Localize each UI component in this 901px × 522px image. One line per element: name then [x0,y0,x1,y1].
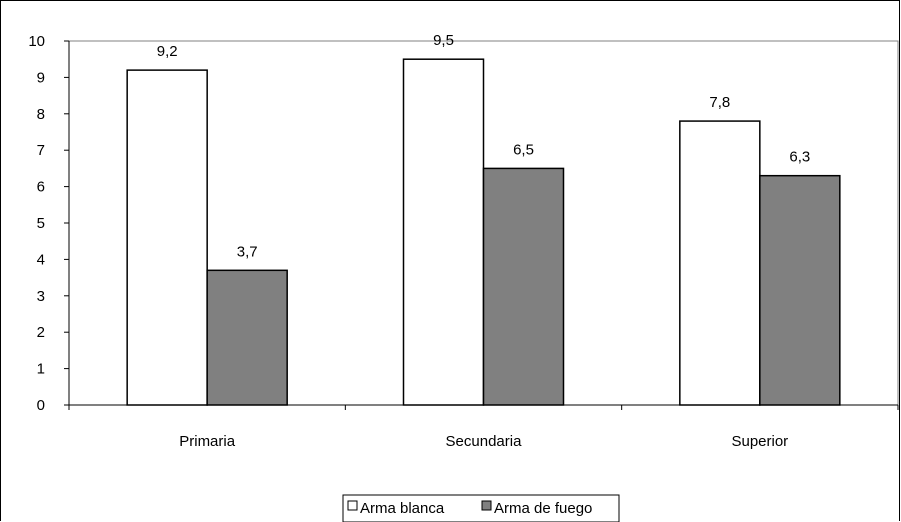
legend: Arma blanca Arma de fuego [342,494,620,522]
legend-swatch [481,500,492,511]
data-label: 9,5 [433,32,454,49]
bar-arma-blanca [402,58,485,406]
legend-label: Arma blanca [360,500,445,517]
bar-arma-de-fuego [482,167,565,406]
data-label: 6,5 [513,141,534,158]
data-label: 3,7 [237,243,258,260]
data-labels: 9,2 3,7 9,5 6,5 7,8 6,3 [157,32,811,260]
data-label: 6,3 [789,149,810,166]
y-tick-label: 0 [37,397,45,414]
y-tick-label: 3 [37,288,45,305]
y-tick-label: 2 [37,324,45,341]
y-tick-label: 7 [37,142,45,159]
data-label: 9,2 [157,43,178,60]
y-tick-label: 8 [37,106,45,123]
y-tick-label: 1 [37,361,45,378]
category-label: Superior [731,433,788,450]
y-tick-label: 10 [28,33,45,50]
y-tick-label: 4 [37,251,45,268]
bars [126,58,841,406]
y-axis: 0 1 2 3 4 5 6 7 8 9 10 [28,33,70,414]
data-label: 7,8 [709,94,730,111]
bar-arma-de-fuego [759,174,841,406]
bar-arma-de-fuego [206,269,288,406]
y-tick-label: 9 [37,69,45,86]
x-axis: Primaria Secundaria Superior [68,404,899,450]
legend-label: Arma de fuego [494,500,592,517]
bar-arma-blanca [679,120,761,406]
legend-box [342,494,620,522]
category-label: Secundaria [446,433,523,450]
bar-arma-blanca [126,69,208,406]
y-tick-label: 6 [37,179,45,196]
category-label: Primaria [179,433,235,450]
legend-swatch [347,500,358,511]
y-tick-label: 5 [37,215,45,232]
